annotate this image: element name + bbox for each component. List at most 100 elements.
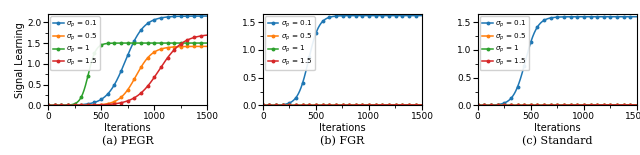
$\sigma_p$ = 0.5 (300, 104, 308, 106)
$\sigma_p$ = 0.5 (150, 51, 158, 53)
$\sigma_p$ = 1 (379, 104, 387, 106)
$\sigma_p$ = 0.1 (568, 16, 575, 18)
$\sigma_p$ = 0.1 (164, 16, 172, 18)
$\sigma_p$ = 0.5 (594, 104, 602, 106)
$\sigma_p$ = 1.5 (353, 104, 360, 106)
$\sigma_p$ = 0.5 (353, 104, 360, 106)
$\sigma_p$ = 1.5 (287, 104, 295, 106)
X-axis label: Iterations: Iterations (104, 123, 151, 133)
$\sigma_p$ = 0.1 (546, 17, 554, 19)
$\sigma_p$ = 0.5 (44, 104, 52, 106)
$\sigma_p$ = 1 (365, 104, 373, 106)
Legend: $\sigma_p$ = 0.1, $\sigma_p$ = 0.5, $\sigma_p$ = 1, $\sigma_p$ = 1.5: $\sigma_p$ = 0.1, $\sigma_p$ = 0.5, $\si… (480, 16, 529, 70)
$\sigma_p$ = 1.5 (150, 76, 158, 78)
X-axis label: Iterations: Iterations (534, 123, 580, 133)
$\sigma_p$ = 1.5 (116, 102, 124, 104)
$\sigma_p$ = 0.5 (365, 104, 373, 106)
$\sigma_p$ = 1.5 (72, 104, 80, 106)
$\sigma_p$ = 1 (353, 104, 360, 106)
$\sigma_p$ = 1 (116, 42, 124, 44)
$\sigma_p$ = 1 (204, 42, 211, 44)
$\sigma_p$ = 0.1 (365, 15, 373, 17)
$\sigma_p$ = 1 (594, 104, 602, 106)
$\sigma_p$ = 0.1 (580, 16, 588, 18)
Legend: $\sigma_p$ = 0.1, $\sigma_p$ = 0.5, $\sigma_p$ = 1, $\sigma_p$ = 1.5: $\sigma_p$ = 0.1, $\sigma_p$ = 0.5, $\si… (50, 16, 100, 70)
$\sigma_p$ = 0.1 (379, 15, 387, 17)
$\sigma_p$ = 0.5 (259, 104, 267, 106)
Line: $\sigma_p$ = 1.5: $\sigma_p$ = 1.5 (262, 104, 423, 107)
$\sigma_p$ = 0.1 (138, 28, 146, 30)
$\sigma_p$ = 0.1 (287, 101, 295, 103)
$\sigma_p$ = 0.5 (331, 104, 339, 106)
$\sigma_p$ = 1 (474, 104, 481, 106)
Legend: $\sigma_p$ = 0.1, $\sigma_p$ = 0.5, $\sigma_p$ = 1, $\sigma_p$ = 1.5: $\sigma_p$ = 0.1, $\sigma_p$ = 0.5, $\si… (265, 16, 315, 70)
$\sigma_p$ = 1.5 (568, 104, 575, 106)
$\sigma_p$ = 1 (580, 104, 588, 106)
$\sigma_p$ = 1 (164, 42, 172, 44)
Line: $\sigma_p$ = 1: $\sigma_p$ = 1 (262, 104, 423, 107)
$\sigma_p$ = 0.5 (474, 104, 481, 106)
$\sigma_p$ = 1.5 (164, 56, 172, 58)
$\sigma_p$ = 0.1 (150, 19, 158, 21)
Y-axis label: Signal Learning: Signal Learning (15, 22, 24, 97)
Line: $\sigma_p$ = 1: $\sigma_p$ = 1 (476, 104, 638, 107)
$\sigma_p$ = 1.5 (502, 104, 509, 106)
$\sigma_p$ = 0.5 (138, 65, 146, 67)
$\sigma_p$ = 1 (502, 104, 509, 106)
$\sigma_p$ = 0.5 (287, 104, 295, 106)
Line: $\sigma_p$ = 1.5: $\sigma_p$ = 1.5 (476, 104, 638, 107)
$\sigma_p$ = 0.1 (331, 15, 339, 17)
$\sigma_p$ = 1 (150, 42, 158, 44)
$\sigma_p$ = 1.5 (138, 91, 146, 93)
$\sigma_p$ = 0.1 (418, 15, 426, 17)
$\sigma_p$ = 0.5 (546, 104, 554, 106)
$\sigma_p$ = 0.1 (474, 104, 481, 106)
Line: $\sigma_p$ = 0.1: $\sigma_p$ = 0.1 (47, 15, 209, 107)
$\sigma_p$ = 0.1 (85, 103, 93, 105)
Title: (b) FGR: (b) FGR (320, 136, 365, 147)
$\sigma_p$ = 1 (259, 104, 267, 106)
Line: $\sigma_p$ = 1: $\sigma_p$ = 1 (47, 42, 209, 107)
$\sigma_p$ = 0.5 (116, 97, 124, 99)
$\sigma_p$ = 0.5 (633, 104, 640, 106)
X-axis label: Iterations: Iterations (319, 123, 365, 133)
$\sigma_p$ = 1.5 (365, 104, 373, 106)
$\sigma_p$ = 0.1 (502, 101, 509, 103)
$\sigma_p$ = 1 (72, 102, 80, 104)
$\sigma_p$ = 1 (287, 104, 295, 106)
$\sigma_p$ = 1.5 (418, 104, 426, 106)
Line: $\sigma_p$ = 1.5: $\sigma_p$ = 1.5 (47, 34, 209, 107)
$\sigma_p$ = 0.1 (633, 16, 640, 18)
$\sigma_p$ = 0.5 (515, 104, 522, 106)
$\sigma_p$ = 0.1 (515, 83, 522, 85)
$\sigma_p$ = 1 (633, 104, 640, 106)
$\sigma_p$ = 1.5 (300, 104, 308, 106)
$\sigma_p$ = 0.1 (204, 15, 211, 17)
Line: $\sigma_p$ = 0.1: $\sigma_p$ = 0.1 (476, 16, 638, 107)
$\sigma_p$ = 0.5 (379, 104, 387, 106)
$\sigma_p$ = 0.1 (594, 16, 602, 18)
$\sigma_p$ = 0.5 (85, 104, 93, 106)
Line: $\sigma_p$ = 0.5: $\sigma_p$ = 0.5 (262, 104, 423, 107)
$\sigma_p$ = 0.1 (72, 104, 80, 106)
$\sigma_p$ = 1.5 (379, 104, 387, 106)
Title: (a) PEGR: (a) PEGR (102, 136, 154, 147)
$\sigma_p$ = 1 (138, 42, 146, 44)
$\sigma_p$ = 1.5 (594, 104, 602, 106)
$\sigma_p$ = 1 (546, 104, 554, 106)
$\sigma_p$ = 0.1 (353, 15, 360, 17)
$\sigma_p$ = 0.5 (568, 104, 575, 106)
$\sigma_p$ = 1.5 (474, 104, 481, 106)
$\sigma_p$ = 1 (331, 104, 339, 106)
$\sigma_p$ = 1.5 (580, 104, 588, 106)
$\sigma_p$ = 1.5 (633, 104, 640, 106)
$\sigma_p$ = 0.5 (72, 104, 80, 106)
$\sigma_p$ = 0.5 (418, 104, 426, 106)
$\sigma_p$ = 0.5 (502, 104, 509, 106)
$\sigma_p$ = 1.5 (204, 34, 211, 36)
$\sigma_p$ = 0.1 (259, 104, 267, 106)
$\sigma_p$ = 1 (44, 104, 52, 106)
$\sigma_p$ = 1.5 (259, 104, 267, 106)
Line: $\sigma_p$ = 0.5: $\sigma_p$ = 0.5 (47, 45, 209, 107)
$\sigma_p$ = 1.5 (85, 104, 93, 106)
